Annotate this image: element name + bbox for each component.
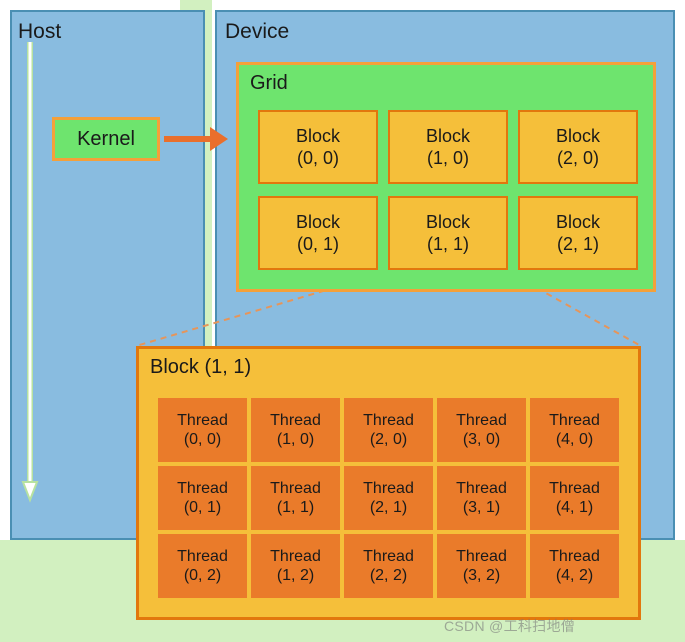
kernel-arrow-head [210, 127, 228, 151]
thread-label-coords: (0, 0) [184, 430, 221, 449]
block-cell: Block(2, 0) [518, 110, 638, 184]
thread-label-coords: (4, 1) [556, 498, 593, 517]
block-label-top: Block [296, 125, 340, 148]
thread-cell: Thread(0, 2) [156, 532, 249, 600]
thread-label-top: Thread [363, 547, 414, 566]
thread-cell: Thread(2, 0) [342, 396, 435, 464]
block-cell: Block(2, 1) [518, 196, 638, 270]
block-cell: Block(1, 0) [388, 110, 508, 184]
block-panel-label: Block (1, 1) [150, 356, 251, 379]
thread-label-top: Thread [363, 479, 414, 498]
thread-label-coords: (0, 1) [184, 498, 221, 517]
thread-grid: Thread(0, 0)Thread(1, 0)Thread(2, 0)Thre… [156, 396, 621, 600]
thread-label-coords: (4, 0) [556, 430, 593, 449]
thread-cell: Thread(1, 1) [249, 464, 342, 532]
thread-cell: Thread(4, 2) [528, 532, 621, 600]
thread-cell: Thread(2, 2) [342, 532, 435, 600]
thread-label-coords: (1, 1) [277, 498, 314, 517]
block-cell: Block(1, 1) [388, 196, 508, 270]
block-label-top: Block [426, 211, 470, 234]
thread-cell: Thread(0, 0) [156, 396, 249, 464]
thread-label-coords: (2, 2) [370, 566, 407, 585]
thread-label-coords: (0, 2) [184, 566, 221, 585]
thread-label-coords: (2, 0) [370, 430, 407, 449]
thread-label-top: Thread [270, 411, 321, 430]
thread-label-coords: (3, 0) [463, 430, 500, 449]
block-cell: Block(0, 0) [258, 110, 378, 184]
thread-label-top: Thread [549, 547, 600, 566]
thread-label-coords: (4, 2) [556, 566, 593, 585]
thread-cell: Thread(1, 2) [249, 532, 342, 600]
thread-cell: Thread(0, 1) [156, 464, 249, 532]
host-arrow-head [23, 482, 37, 500]
thread-label-top: Thread [363, 411, 414, 430]
thread-label-top: Thread [177, 411, 228, 430]
block-label-coords: (2, 0) [557, 147, 599, 170]
block-label-coords: (0, 0) [297, 147, 339, 170]
thread-label-top: Thread [177, 547, 228, 566]
thread-label-coords: (2, 1) [370, 498, 407, 517]
thread-cell: Thread(3, 2) [435, 532, 528, 600]
block-cell: Block(0, 1) [258, 196, 378, 270]
block-label-top: Block [426, 125, 470, 148]
thread-label-top: Thread [549, 479, 600, 498]
thread-label-top: Thread [456, 479, 507, 498]
thread-label-top: Thread [549, 411, 600, 430]
block-label-top: Block [296, 211, 340, 234]
block-label-coords: (2, 1) [557, 233, 599, 256]
thread-label-top: Thread [456, 411, 507, 430]
grid-label: Grid [250, 72, 288, 95]
thread-label-top: Thread [456, 547, 507, 566]
block-label-coords: (0, 1) [297, 233, 339, 256]
block-label-coords: (1, 1) [427, 233, 469, 256]
block-label-coords: (1, 0) [427, 147, 469, 170]
thread-label-top: Thread [177, 479, 228, 498]
thread-label-coords: (3, 2) [463, 566, 500, 585]
block-label-top: Block [556, 211, 600, 234]
watermark: CSDN @工科扫地僧 [444, 616, 575, 636]
thread-label-coords: (3, 1) [463, 498, 500, 517]
thread-cell: Thread(4, 0) [528, 396, 621, 464]
block-label-top: Block [556, 125, 600, 148]
thread-cell: Thread(3, 0) [435, 396, 528, 464]
thread-cell: Thread(1, 0) [249, 396, 342, 464]
thread-label-top: Thread [270, 547, 321, 566]
thread-label-coords: (1, 0) [277, 430, 314, 449]
thread-label-top: Thread [270, 479, 321, 498]
thread-label-coords: (1, 2) [277, 566, 314, 585]
thread-cell: Thread(4, 1) [528, 464, 621, 532]
thread-cell: Thread(2, 1) [342, 464, 435, 532]
kernel-box: Kernel [52, 117, 160, 161]
thread-cell: Thread(3, 1) [435, 464, 528, 532]
